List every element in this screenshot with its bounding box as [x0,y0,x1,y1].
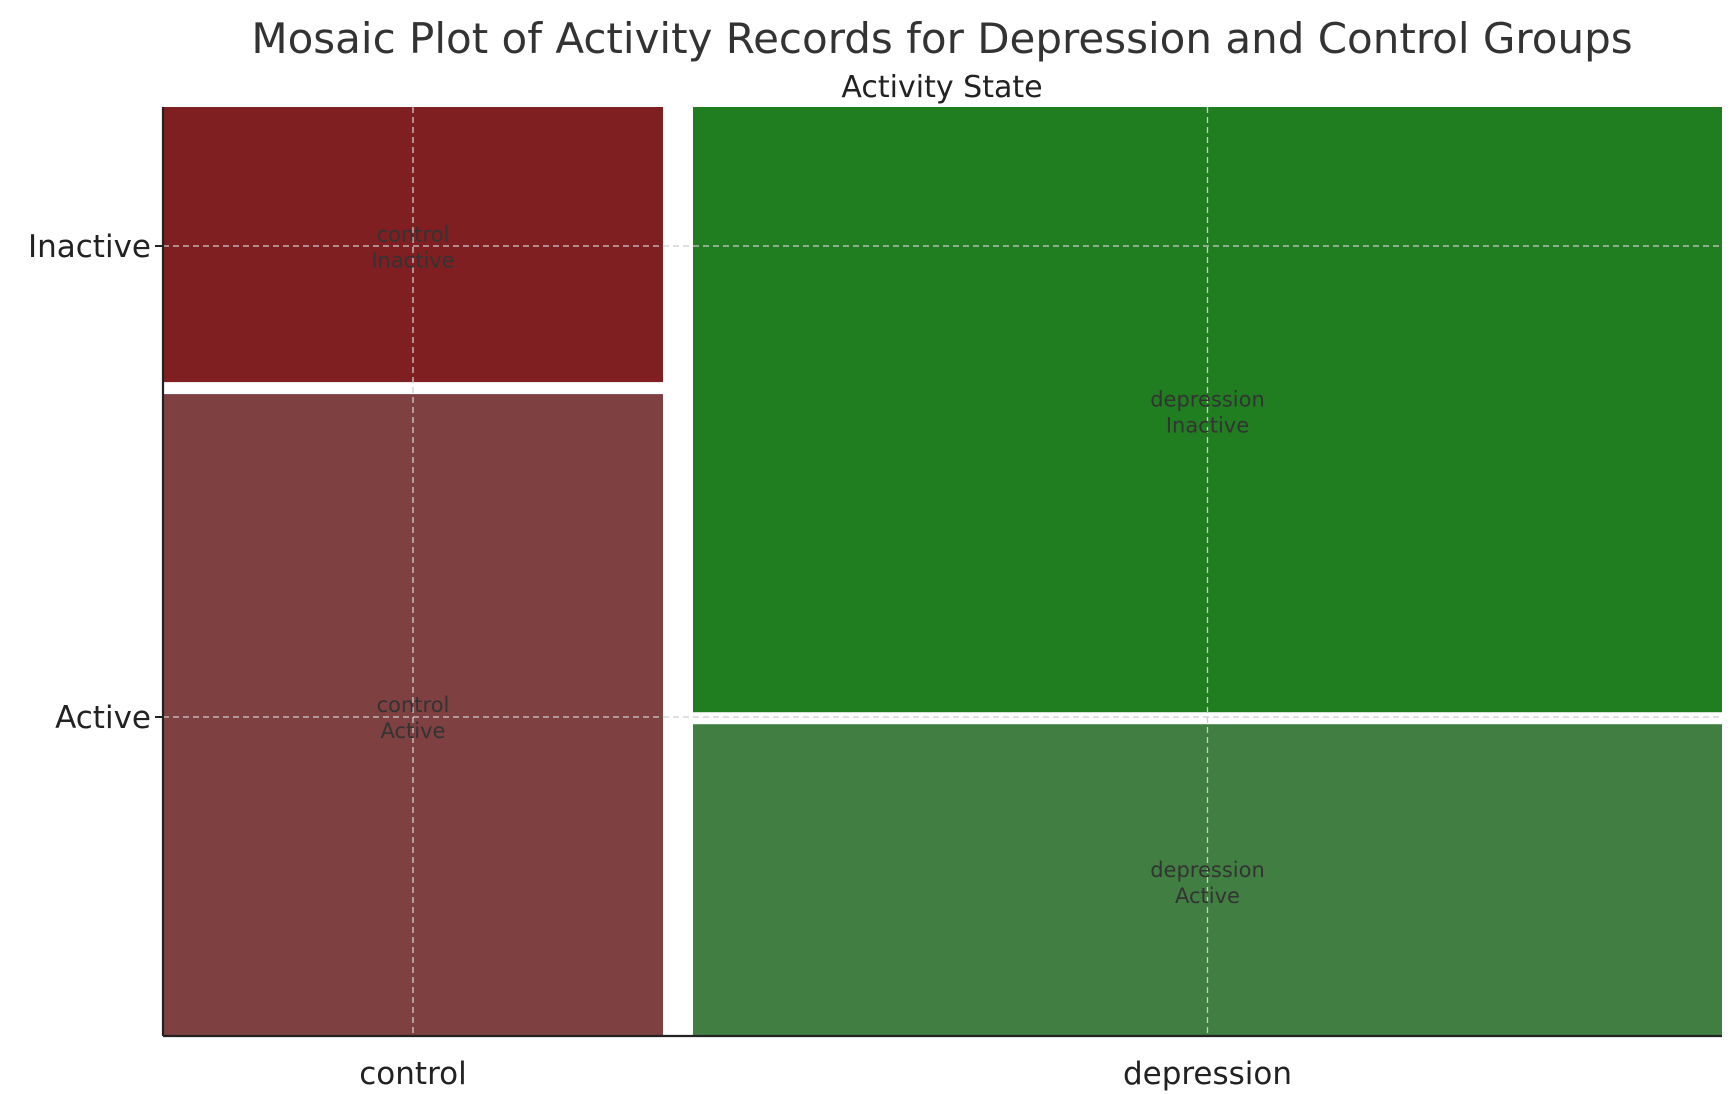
cell-label-line2: Inactive [371,249,454,273]
x-tick-label-control: control [359,1056,466,1092]
cell-label-line2: Active [381,719,446,743]
cell-label-line2: Active [1175,884,1240,908]
cell-label-depression-active: depression Active [1150,858,1265,908]
cell-label-line1: depression [1150,858,1265,882]
cell-label-line1: control [377,693,450,717]
chart-title: Mosaic Plot of Activity Records for Depr… [251,14,1632,63]
cell-label-line2: Inactive [1166,414,1249,438]
y-tick-label-inactive: Inactive [28,229,151,265]
cell-label-line1: depression [1150,388,1265,412]
grid-lines [163,107,1722,1036]
mosaic-cells [163,107,1723,1037]
cell-label-control-inactive: control Inactive [371,223,454,273]
y-tick-label-active: Active [55,700,151,736]
cell-label-depression-inactive: depression Inactive [1150,388,1265,438]
x-tick-label-depression: depression [1123,1056,1292,1092]
top-axis-label: Activity State [841,70,1042,105]
cell-label-line1: control [377,223,450,247]
cell-label-control-active: control Active [377,693,450,743]
